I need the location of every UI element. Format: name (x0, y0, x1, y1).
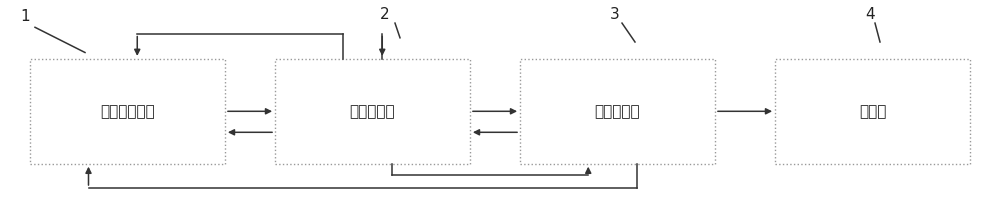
Text: 一级扩培罐: 一级扩培罐 (350, 104, 395, 119)
Bar (275, 59, 470, 164)
Text: 3: 3 (610, 7, 620, 22)
Text: 2: 2 (380, 7, 390, 22)
Text: 二级扩培罐: 二级扩培罐 (595, 104, 640, 119)
Bar (775, 59, 970, 164)
Bar (30, 59, 225, 164)
Text: 酸蒸液回收罐: 酸蒸液回收罐 (100, 104, 155, 119)
Text: 1: 1 (20, 9, 30, 24)
Bar (520, 59, 715, 164)
Text: 4: 4 (865, 7, 875, 22)
Text: 发酵罐: 发酵罐 (859, 104, 886, 119)
